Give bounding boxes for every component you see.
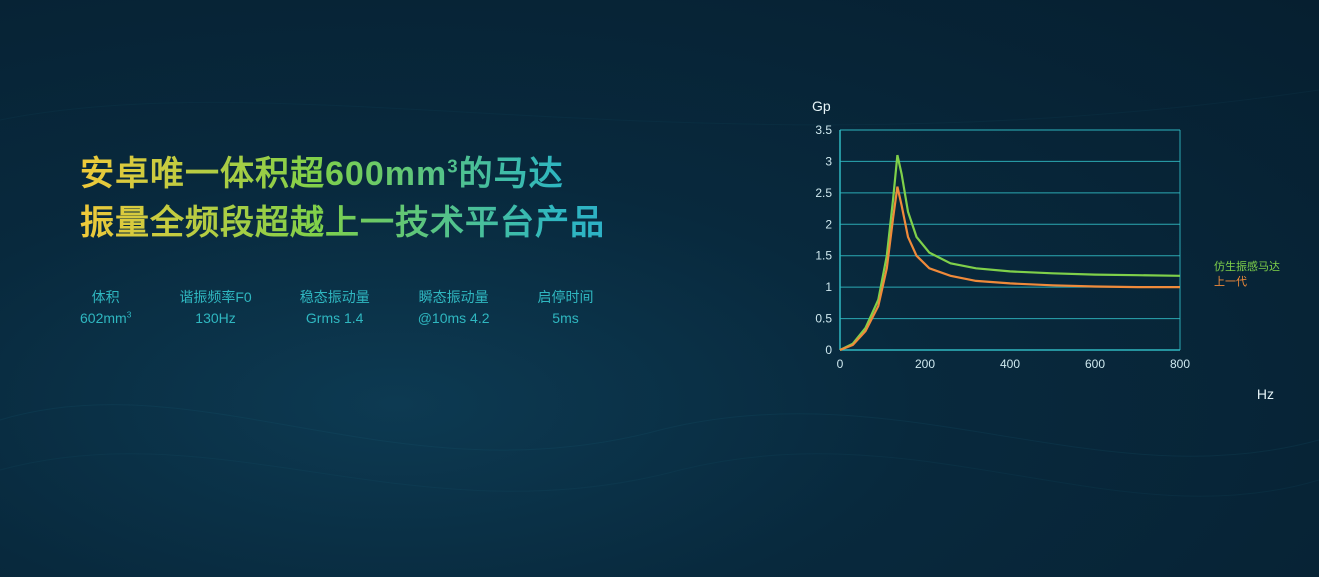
spec-item: 稳态振动量Grms 1.4 xyxy=(300,287,370,329)
svg-text:0: 0 xyxy=(837,357,844,371)
spec-label: 启停时间 xyxy=(538,287,594,308)
spec-item: 瞬态振动量@10ms 4.2 xyxy=(418,287,490,329)
spec-value: @10ms 4.2 xyxy=(418,308,490,329)
legend-item: 仿生振感马达 xyxy=(1214,260,1280,275)
chart-legend: 仿生振感马达上一代 xyxy=(1214,260,1280,290)
spec-item: 启停时间5ms xyxy=(538,287,594,329)
spec-label: 瞬态振动量 xyxy=(418,287,490,308)
spec-label: 谐振频率F0 xyxy=(179,287,251,308)
headline-line2: 振量全频段超越上一技术平台产品 xyxy=(80,204,605,242)
headline-line1-sup: 3 xyxy=(447,156,458,177)
spec-value: 602mm3 xyxy=(80,308,131,329)
spec-label: 稳态振动量 xyxy=(300,287,370,308)
chart-container: Gp 00.511.522.533.50200400600800 Hz 仿生振感… xyxy=(800,120,1270,420)
svg-text:0.5: 0.5 xyxy=(815,312,832,326)
left-content: 安卓唯一体积超600mm3的马达 振量全频段超越上一技术平台产品 体积602mm… xyxy=(80,150,760,329)
x-axis-label: Hz xyxy=(1257,386,1274,402)
frequency-response-chart: 0 0.5 1 1.5 2 2.5 3 3.5 0 200 400 600 800 xyxy=(800,120,1200,380)
headline-line1-pre: 安卓唯一体积超600mm xyxy=(80,155,447,193)
svg-text:1.5: 1.5 xyxy=(815,249,832,263)
headline: 安卓唯一体积超600mm3的马达 振量全频段超越上一技术平台产品 xyxy=(80,150,760,249)
svg-text:600: 600 xyxy=(1085,357,1105,371)
svg-text:1: 1 xyxy=(825,280,832,294)
legend-item: 上一代 xyxy=(1214,275,1280,290)
series-仿生振感马达 xyxy=(840,155,1180,350)
spec-value: 130Hz xyxy=(179,308,251,329)
svg-text:2: 2 xyxy=(825,217,832,231)
svg-text:200: 200 xyxy=(915,357,935,371)
spec-row: 体积602mm3 谐振频率F0130Hz 稳态振动量Grms 1.4 瞬态振动量@10… xyxy=(80,287,760,329)
svg-text:2.5: 2.5 xyxy=(815,186,832,200)
spec-label: 体积 xyxy=(80,287,131,308)
svg-text:3: 3 xyxy=(825,154,832,168)
spec-item: 谐振频率F0130Hz xyxy=(179,287,251,329)
spec-value: Grms 1.4 xyxy=(300,308,370,329)
spec-value: 5ms xyxy=(538,308,594,329)
headline-line1-post: 的马达 xyxy=(459,155,564,193)
spec-item: 体积602mm3 xyxy=(80,287,131,329)
svg-text:3.5: 3.5 xyxy=(815,123,832,137)
svg-text:400: 400 xyxy=(1000,357,1020,371)
svg-text:0: 0 xyxy=(825,343,832,357)
svg-text:800: 800 xyxy=(1170,357,1190,371)
y-axis-label: Gp xyxy=(812,98,831,114)
